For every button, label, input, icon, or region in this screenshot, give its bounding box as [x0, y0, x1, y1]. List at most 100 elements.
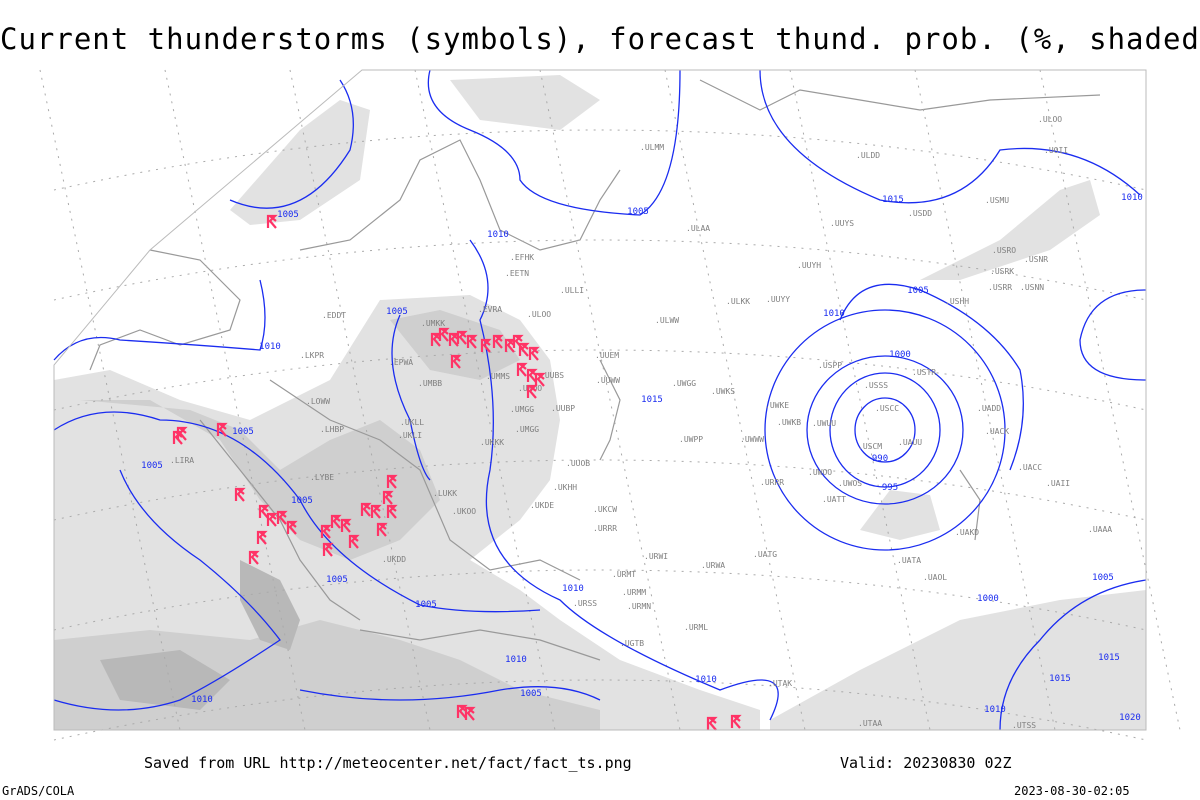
isobar-low-pressure	[829, 372, 941, 488]
station-label: .UUWW	[596, 376, 620, 385]
coastline	[959, 469, 981, 541]
isobar-label: 1010	[1121, 193, 1143, 203]
station-label: .EVRA	[478, 305, 502, 314]
isobar-label: 1005	[520, 689, 542, 699]
station-label: .USTR	[912, 368, 936, 377]
station-label: .UKHH	[553, 483, 577, 492]
coastline	[359, 629, 601, 661]
probability-area	[860, 490, 940, 540]
station-label: .UMOO	[518, 384, 542, 393]
station-label: .UTAK	[768, 679, 792, 688]
thunderstorm-symbol	[320, 524, 332, 539]
station-label: .USNN	[1020, 283, 1044, 292]
software-credit: GrADS/COLA	[2, 784, 75, 798]
station-label: .UAII	[1046, 479, 1070, 488]
thunderstorm-symbol	[534, 372, 546, 387]
lat-lon-grid	[39, 69, 1181, 741]
station-label: .UWPP	[679, 435, 703, 444]
thunderstorm-symbol	[248, 550, 260, 565]
thunderstorm-symbol	[266, 214, 278, 229]
station-label: .URRR	[593, 524, 617, 533]
thunderstorm-symbol	[286, 520, 298, 535]
thunderstorm-symbol	[256, 530, 268, 545]
station-label: .ULKK	[726, 297, 750, 306]
isobar	[839, 283, 1024, 471]
meridian	[1039, 69, 1181, 731]
station-label: .URWA	[701, 561, 725, 570]
station-label: .UKDD	[382, 555, 406, 564]
isobar	[53, 411, 541, 613]
station-label: .ULOO	[527, 310, 551, 319]
isobar	[1079, 289, 1147, 381]
station-label: .UUEM	[595, 351, 619, 360]
station-label: .USDD	[908, 209, 932, 218]
isobar-label: 1000	[977, 594, 999, 604]
isobar-label: 1010	[984, 705, 1006, 715]
meridian	[789, 69, 931, 731]
meridian	[664, 69, 806, 731]
meridian	[914, 69, 1056, 731]
isobar-label: 1005	[141, 461, 163, 471]
isobar-label: 1005	[326, 575, 348, 585]
station-label: .UAUU	[898, 438, 922, 447]
isobar	[229, 79, 354, 209]
thunderstorm-symbol	[464, 706, 476, 721]
probability-area	[920, 180, 1100, 280]
probability-area	[230, 100, 370, 225]
station-label: .UTSS	[1012, 721, 1036, 730]
station-label: .UWKB	[777, 418, 801, 427]
thunderstorm-symbol	[492, 334, 504, 349]
probability-area	[100, 650, 230, 710]
coastline	[269, 379, 581, 581]
station-label: .USCC	[875, 404, 899, 413]
station-label: .UMKK	[421, 319, 445, 328]
station-label: .UKLL	[400, 418, 424, 427]
thunderstorm-symbol	[258, 504, 270, 519]
station-label: .USRO	[992, 246, 1016, 255]
station-label: .ULAA	[686, 224, 710, 233]
station-label: .UWOS	[838, 479, 862, 488]
thunderstorm-symbol	[466, 334, 478, 349]
station-label: .UUYS	[830, 219, 854, 228]
generated-timestamp: 2023-08-30-02:05	[1014, 784, 1130, 798]
probability-area	[390, 310, 520, 380]
thunderstorm-symbol	[512, 334, 524, 349]
isobar-label: 995	[882, 483, 898, 493]
station-label: .ULMM	[640, 143, 664, 152]
thunderstorm-symbol	[276, 510, 288, 525]
thunderstorm-symbol	[730, 714, 742, 729]
isobar-label: 1005	[277, 210, 299, 220]
isobar-label: 1015	[882, 195, 904, 205]
isobar-low-pressure	[854, 397, 916, 463]
isobar-label: 1010	[823, 309, 845, 319]
station-label: .USRR	[988, 283, 1012, 292]
station-label: .LKPR	[300, 351, 324, 360]
station-label: .UAKD	[955, 528, 979, 537]
station-label: .UTAA	[858, 719, 882, 728]
station-label: .LOWW	[306, 397, 330, 406]
thunderstorm-symbol	[340, 518, 352, 533]
station-label: .LYBE	[310, 473, 334, 482]
station-label: .UWKE	[765, 401, 789, 410]
thunderstorm-symbol	[330, 514, 342, 529]
thunderstorm-symbol	[526, 384, 538, 399]
coastline	[599, 359, 621, 461]
valid-time: Valid: 20230830 02Z	[840, 754, 1012, 772]
station-label: .UADD	[977, 404, 1001, 413]
thunderstorm-symbol	[322, 542, 334, 557]
station-label: .URSS	[573, 599, 597, 608]
parallel	[53, 349, 1147, 411]
isobar-label: 1005	[907, 286, 929, 296]
coastline	[89, 249, 241, 371]
coastline	[699, 79, 1101, 111]
isobar-label: 1005	[232, 427, 254, 437]
station-label: .UKLI	[398, 431, 422, 440]
station-label: .UMMS	[486, 372, 510, 381]
station-label: .UKDE	[530, 501, 554, 510]
station-label: .EFHK	[510, 253, 534, 262]
station-label: .UUBS	[540, 371, 564, 380]
parallel	[53, 679, 1147, 741]
probability-area	[450, 75, 600, 130]
station-label: .EPWA	[389, 358, 413, 367]
parallel	[53, 239, 1147, 301]
